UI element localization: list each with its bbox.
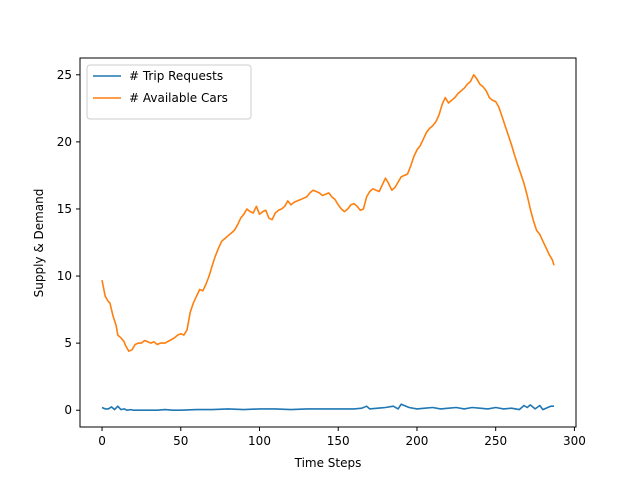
y-tick-label: 25	[57, 68, 72, 82]
y-tick-label: 15	[57, 202, 72, 216]
legend-label: # Available Cars	[129, 91, 228, 105]
x-tick-label: 250	[484, 434, 507, 448]
x-tick-label: 100	[248, 434, 271, 448]
x-axis: 0 50 100 150 200 250 300	[98, 427, 586, 448]
y-axis: 0 5 10 15 20 25	[57, 68, 80, 417]
x-axis-label: Time Steps	[294, 456, 362, 470]
x-tick-label: 0	[98, 434, 106, 448]
x-tick-label: 200	[406, 434, 429, 448]
x-tick-label: 150	[327, 434, 350, 448]
y-axis-label: Supply & Demand	[32, 189, 46, 298]
legend-box	[86, 64, 252, 120]
series-line-available-cars	[101, 74, 555, 353]
plot-frame	[79, 57, 577, 428]
x-tick-label: 300	[563, 434, 586, 448]
y-tick-label: 20	[57, 135, 72, 149]
series-group	[101, 74, 555, 412]
legend-label: # Trip Requests	[129, 69, 223, 83]
legend: # Trip Requests # Available Cars	[86, 64, 252, 120]
y-tick-label: 5	[64, 336, 72, 350]
y-tick-label: 10	[57, 269, 72, 283]
y-tick-label: 0	[64, 403, 72, 417]
series-line-trip-requests	[101, 403, 554, 412]
x-tick-label: 50	[173, 434, 188, 448]
